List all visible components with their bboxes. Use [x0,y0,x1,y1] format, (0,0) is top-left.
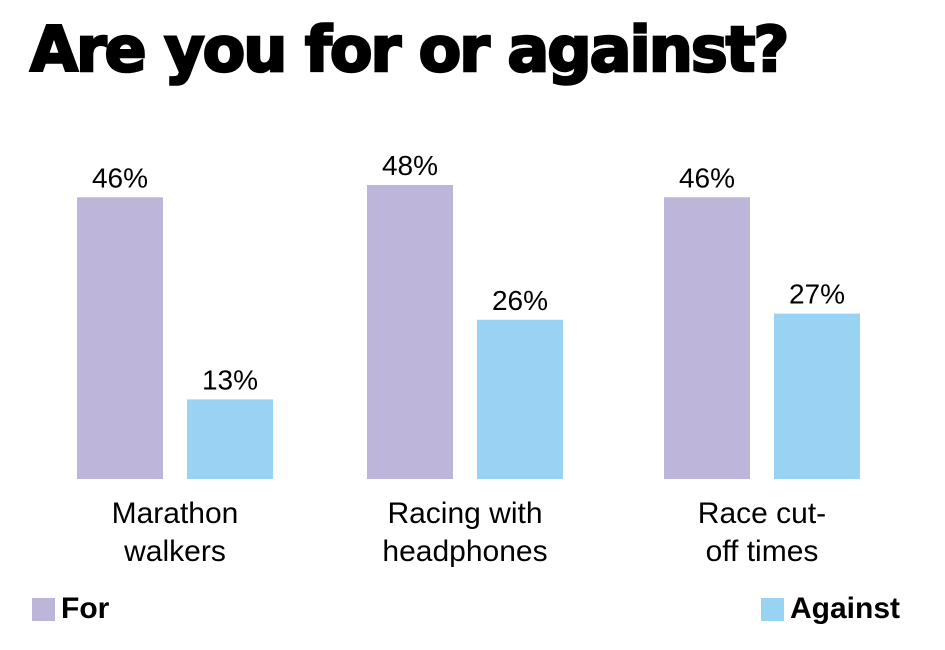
data-label-against-3: 27% [789,279,845,310]
legend-item-for: For [32,592,109,626]
bar-against-1 [187,399,273,479]
legend-label-for: For [61,592,110,625]
legend-swatch-for [32,597,55,621]
bar-for-2 [367,185,453,479]
data-label-against-1: 13% [202,364,258,395]
legend-label-against: Against [789,592,900,625]
data-label-for-2: 48% [382,150,438,181]
category-label-2-line-1: Racing with [387,497,542,530]
bar-against-3 [774,313,860,479]
category-label-1-line-1: Marathon [112,497,239,530]
bar-chart: 46% 13% Marathon walkers 48% 26% Racing with he… [77,150,860,568]
legend-item-against: Against [760,592,900,626]
bar-for-1 [77,197,163,479]
bar-group-3: 46% 27% Race cut-off times [664,162,860,568]
legend-swatch-against [760,597,784,621]
category-label-3-line-2: off times [706,535,819,568]
bar-against-2 [477,319,563,479]
bar-group-1: 46% 13% Marathon walkers [77,162,273,568]
category-label-3-line-1: Race cut- [698,497,826,530]
chart-title: Are you for or against? [29,12,791,88]
data-label-for-1: 46% [92,162,148,193]
category-label-1-line-2: walkers [123,535,226,568]
bar-group-2: 48% 26% Racing with headphones [367,150,563,568]
category-label-2-line-2: headphones [382,535,547,568]
data-label-against-2: 26% [492,285,548,316]
data-label-for-3: 46% [679,162,735,193]
bar-for-3 [664,197,750,479]
